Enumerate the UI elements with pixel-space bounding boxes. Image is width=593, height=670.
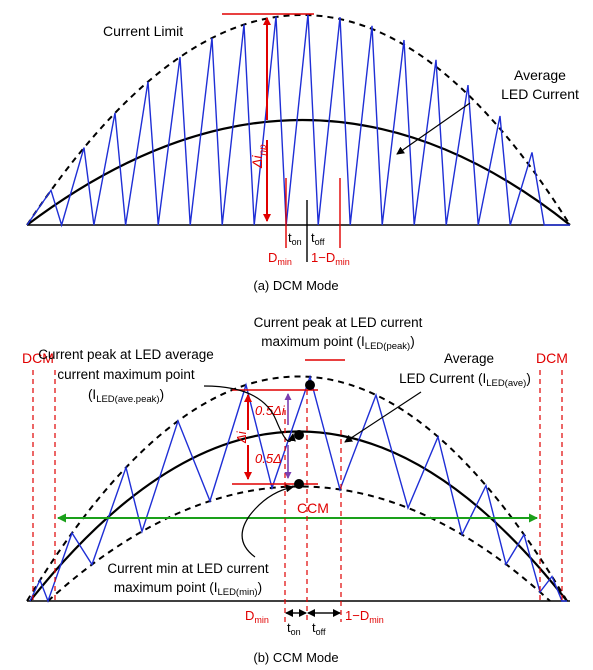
ccm-dmin-label: Dmin <box>245 608 269 625</box>
ccm-avgpeak-label-line1: Current peak at LED average <box>38 347 214 362</box>
dcm-average-current-curve <box>26 118 571 226</box>
ccm-peak-point-dot <box>305 380 315 390</box>
ccm-toff-label: toff <box>312 620 326 637</box>
ccm-peak-label-line1: Current peak at LED current <box>254 315 423 330</box>
ccm-caption: (b) CCM Mode <box>253 650 338 665</box>
ccm-min-point-dot <box>294 479 304 489</box>
dcm-current-limit-curve <box>26 14 571 226</box>
ccm-min-label-line1: Current min at LED current <box>107 561 269 576</box>
ccm-average-label-line1: Average <box>444 351 494 366</box>
dcm-caption: (a) DCM Mode <box>253 278 338 293</box>
dcm-panel: Δinp ton toff Dmin 1−Dmin Current Limit … <box>26 13 579 293</box>
ccm-avgpeak-pointer <box>203 385 296 443</box>
ccm-range-label: CCM <box>297 500 329 516</box>
ccm-average-pointer-arrow <box>344 391 422 443</box>
dcm-average-label-line2: LED Current <box>501 86 579 102</box>
ccm-min-pointer <box>241 484 294 558</box>
dcm-average-label-line1: Average <box>514 67 566 83</box>
ccm-average-label-line2: LED Current (ILED(ave)) <box>399 371 531 389</box>
ccm-upper-envelope-curve <box>26 375 568 602</box>
ccm-half-delta-lower-label: 0.5Δ <box>255 451 282 466</box>
dcm-delta-label: Δinp <box>249 144 269 169</box>
dcm-inductor-current-waveform <box>26 13 570 228</box>
ccm-panel: DCM DCM CCM Δi 0.5Δi 0.5Δ Current peak a… <box>22 315 570 665</box>
ccm-inductor-current-waveform <box>29 374 567 604</box>
ccm-peak-label-line2: maximum point (ILED(peak)) <box>261 334 414 352</box>
ccm-lower-envelope-curve <box>47 485 551 602</box>
dcm-one-minus-dmin-label: 1−Dmin <box>311 250 350 267</box>
ccm-ton-label: ton <box>287 620 301 637</box>
ccm-min-label-line2: maximum point (ILED(min)) <box>114 580 262 598</box>
dcm-dmin-label: Dmin <box>268 250 292 267</box>
ccm-delta-label: Δi <box>234 430 249 444</box>
dcm-ton-label: ton <box>288 230 302 247</box>
dcm-current-limit-label: Current Limit <box>103 23 183 39</box>
ccm-dcm-right-label: DCM <box>536 350 568 366</box>
ccm-avg-peak-point-dot <box>294 430 304 440</box>
dcm-average-pointer-arrow <box>396 102 471 155</box>
ccm-avgpeak-label-line2: current maximum point <box>57 367 195 382</box>
dcm-toff-label: toff <box>311 230 325 247</box>
ccm-one-minus-dmin-label: 1−Dmin <box>345 608 384 625</box>
ccm-avgpeak-label-line3: (ILED(ave.peak)) <box>88 387 164 405</box>
ccm-dcm-left-label: DCM <box>22 350 54 366</box>
